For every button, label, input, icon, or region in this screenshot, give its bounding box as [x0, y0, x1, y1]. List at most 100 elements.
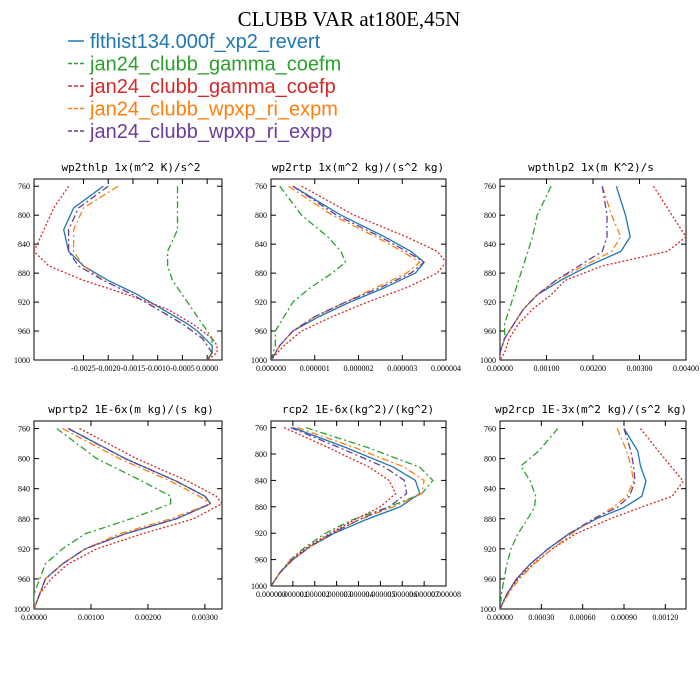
x-tick-label: 0.00200 [580, 364, 606, 373]
panel-4: wprtp2 1E-6x(m kg)/(s kg) 760 800 840 880 920… [14, 403, 223, 622]
x-tick-label: 0.000003 [322, 590, 352, 599]
y-tick-label: 760 [18, 182, 30, 191]
panel-2: wp2rtp 1x(m^2 kg)/(s^2 kg) 760 800 840 880 92… [251, 161, 461, 373]
legend-label: flthist134.000f_xp2_revert [90, 31, 321, 53]
y-tick-label: 1000 [14, 356, 30, 365]
plot-frame [499, 420, 687, 610]
series-line-jan24_clubb_wpxp_ri_expm [500, 428, 635, 609]
x-tick-label: 0.00100 [534, 364, 560, 373]
x-tick-label: 0.00100 [78, 613, 104, 622]
series-line-jan24_clubb_gamma_coefm [500, 428, 559, 609]
y-tick-label: 1000 [251, 582, 267, 591]
x-tick-label: 0.000004 [344, 590, 374, 599]
plot-frame [33, 420, 223, 610]
x-tick-label: 0.000007 [409, 590, 439, 599]
x-tick-label: -0.0015 [121, 364, 146, 373]
y-tick-label: 880 [18, 515, 30, 524]
x-tick-label: 0.000000 [256, 364, 286, 373]
series-line-flthist134.000f_xp2_revert [271, 426, 421, 586]
y-tick-label: 760 [484, 182, 496, 191]
series-line-jan24_clubb_wpxp_ri_expp [500, 428, 636, 609]
y-tick-label: 960 [18, 327, 30, 336]
x-tick-label: 0.000008 [431, 590, 461, 599]
series-line-jan24_clubb_gamma_coefp [500, 185, 686, 360]
x-tick-label: 0.00030 [528, 613, 554, 622]
y-tick-label: 960 [255, 327, 267, 336]
y-tick-label: 800 [18, 455, 30, 464]
x-tick-label: 0.00400 [673, 364, 699, 373]
x-tick-label: 0.00000 [487, 364, 513, 373]
x-tick-label: -0.0010 [145, 364, 170, 373]
panel-1: wp2thlp 1x(m^2 K)/s^2 760 800 840 880 920 960 1… [14, 161, 223, 373]
series-line-jan24_clubb_gamma_coefp [500, 428, 684, 609]
y-tick-label: 960 [484, 327, 496, 336]
series-group [271, 185, 446, 360]
y-tick-label: 800 [18, 211, 30, 220]
series-group [500, 185, 686, 360]
y-tick-label: 760 [255, 182, 267, 191]
y-tick-label: 800 [255, 211, 267, 220]
series-group [500, 428, 684, 609]
y-tick-label: 960 [255, 556, 267, 565]
legend-label: jan24_clubb_wpxp_ri_expp [89, 121, 332, 143]
legend-label: jan24_clubb_wpxp_ri_expm [89, 99, 338, 121]
y-tick-label: 760 [255, 424, 267, 433]
y-tick-label: 1000 [480, 356, 496, 365]
y-tick-label: 800 [255, 450, 267, 459]
panel-6: wp2rcp 1E-3x(m^2 kg)/(s^2 kg) 760 800 840 88… [480, 403, 687, 622]
series-line-jan24_clubb_wpxp_ri_expp [34, 427, 212, 609]
panel-5: rcp2 1E-6x(kg^2)/(kg^2) 760 800 840 880 920 96… [251, 403, 461, 599]
y-tick-label: 920 [255, 298, 267, 307]
figure-title: CLUBB VAR at180E,45N [238, 7, 461, 31]
series-line-jan24_clubb_wpxp_ri_expp [271, 185, 425, 360]
y-tick-label: 1000 [480, 605, 496, 614]
y-tick-label: 760 [484, 425, 496, 434]
y-tick-label: 800 [484, 211, 496, 220]
x-tick-label: 0.000000 [256, 590, 286, 599]
series-line-flthist134.000f_xp2_revert [500, 428, 647, 609]
x-tick-label: 0.00120 [652, 613, 678, 622]
series-line-jan24_clubb_gamma_coefm [500, 185, 552, 360]
y-tick-label: 840 [255, 476, 267, 485]
series-line-jan24_clubb_wpxp_ri_expm [271, 426, 425, 586]
y-tick-label: 920 [255, 529, 267, 538]
y-tick-label: 840 [484, 240, 496, 249]
x-tick-label: 0.000001 [300, 364, 330, 373]
series-line-jan24_clubb_wpxp_ri_expp [67, 185, 213, 360]
series-line-jan24_clubb_wpxp_ri_expp [271, 426, 408, 586]
y-tick-label: 920 [484, 298, 496, 307]
x-tick-label: 0.000005 [365, 590, 395, 599]
y-tick-label: 920 [484, 545, 496, 554]
x-tick-label: 0.00090 [611, 613, 637, 622]
y-tick-label: 960 [484, 575, 496, 584]
x-tick-label: 0.000001 [278, 590, 308, 599]
y-tick-label: 1000 [14, 605, 30, 614]
series-line-flthist134.000f_xp2_revert [34, 427, 212, 609]
x-tick-label: 0.000006 [387, 590, 417, 599]
series-group [34, 427, 222, 609]
y-tick-label: 880 [484, 515, 496, 524]
series-group [34, 185, 218, 360]
series-line-jan24_clubb_gamma_coefm [271, 185, 347, 360]
y-tick-label: 880 [18, 269, 30, 278]
x-tick-label: 0.00000 [487, 613, 513, 622]
series-line-jan24_clubb_gamma_coefm [34, 427, 172, 609]
y-tick-label: 920 [18, 545, 30, 554]
x-tick-label: 0.00200 [135, 613, 161, 622]
series-line-flthist134.000f_xp2_revert [63, 185, 213, 360]
panel-title: wprtp2 1E-6x(m kg)/(s kg) [48, 403, 214, 416]
panel-3: wpthlp2 1x(m K^2)/s 760 800 840 880 920 960 100… [480, 161, 699, 373]
y-tick-label: 840 [18, 240, 30, 249]
panel-title: wp2thlp 1x(m^2 K)/s^2 [61, 161, 200, 174]
series-line-jan24_clubb_gamma_coefp [271, 185, 446, 360]
series-group [271, 426, 434, 586]
legend-label: jan24_clubb_gamma_coefp [89, 76, 336, 98]
series-line-jan24_clubb_wpxp_ri_expm [34, 427, 212, 609]
plot-frame [33, 178, 223, 361]
panel-title: wpthlp2 1x(m K^2)/s [528, 161, 654, 174]
y-tick-label: 840 [255, 240, 267, 249]
plot-frame [270, 420, 447, 587]
series-line-jan24_clubb_gamma_coefm [271, 426, 434, 586]
panel-title: wp2rcp 1E-3x(m^2 kg)/(s^2 kg) [495, 403, 687, 416]
